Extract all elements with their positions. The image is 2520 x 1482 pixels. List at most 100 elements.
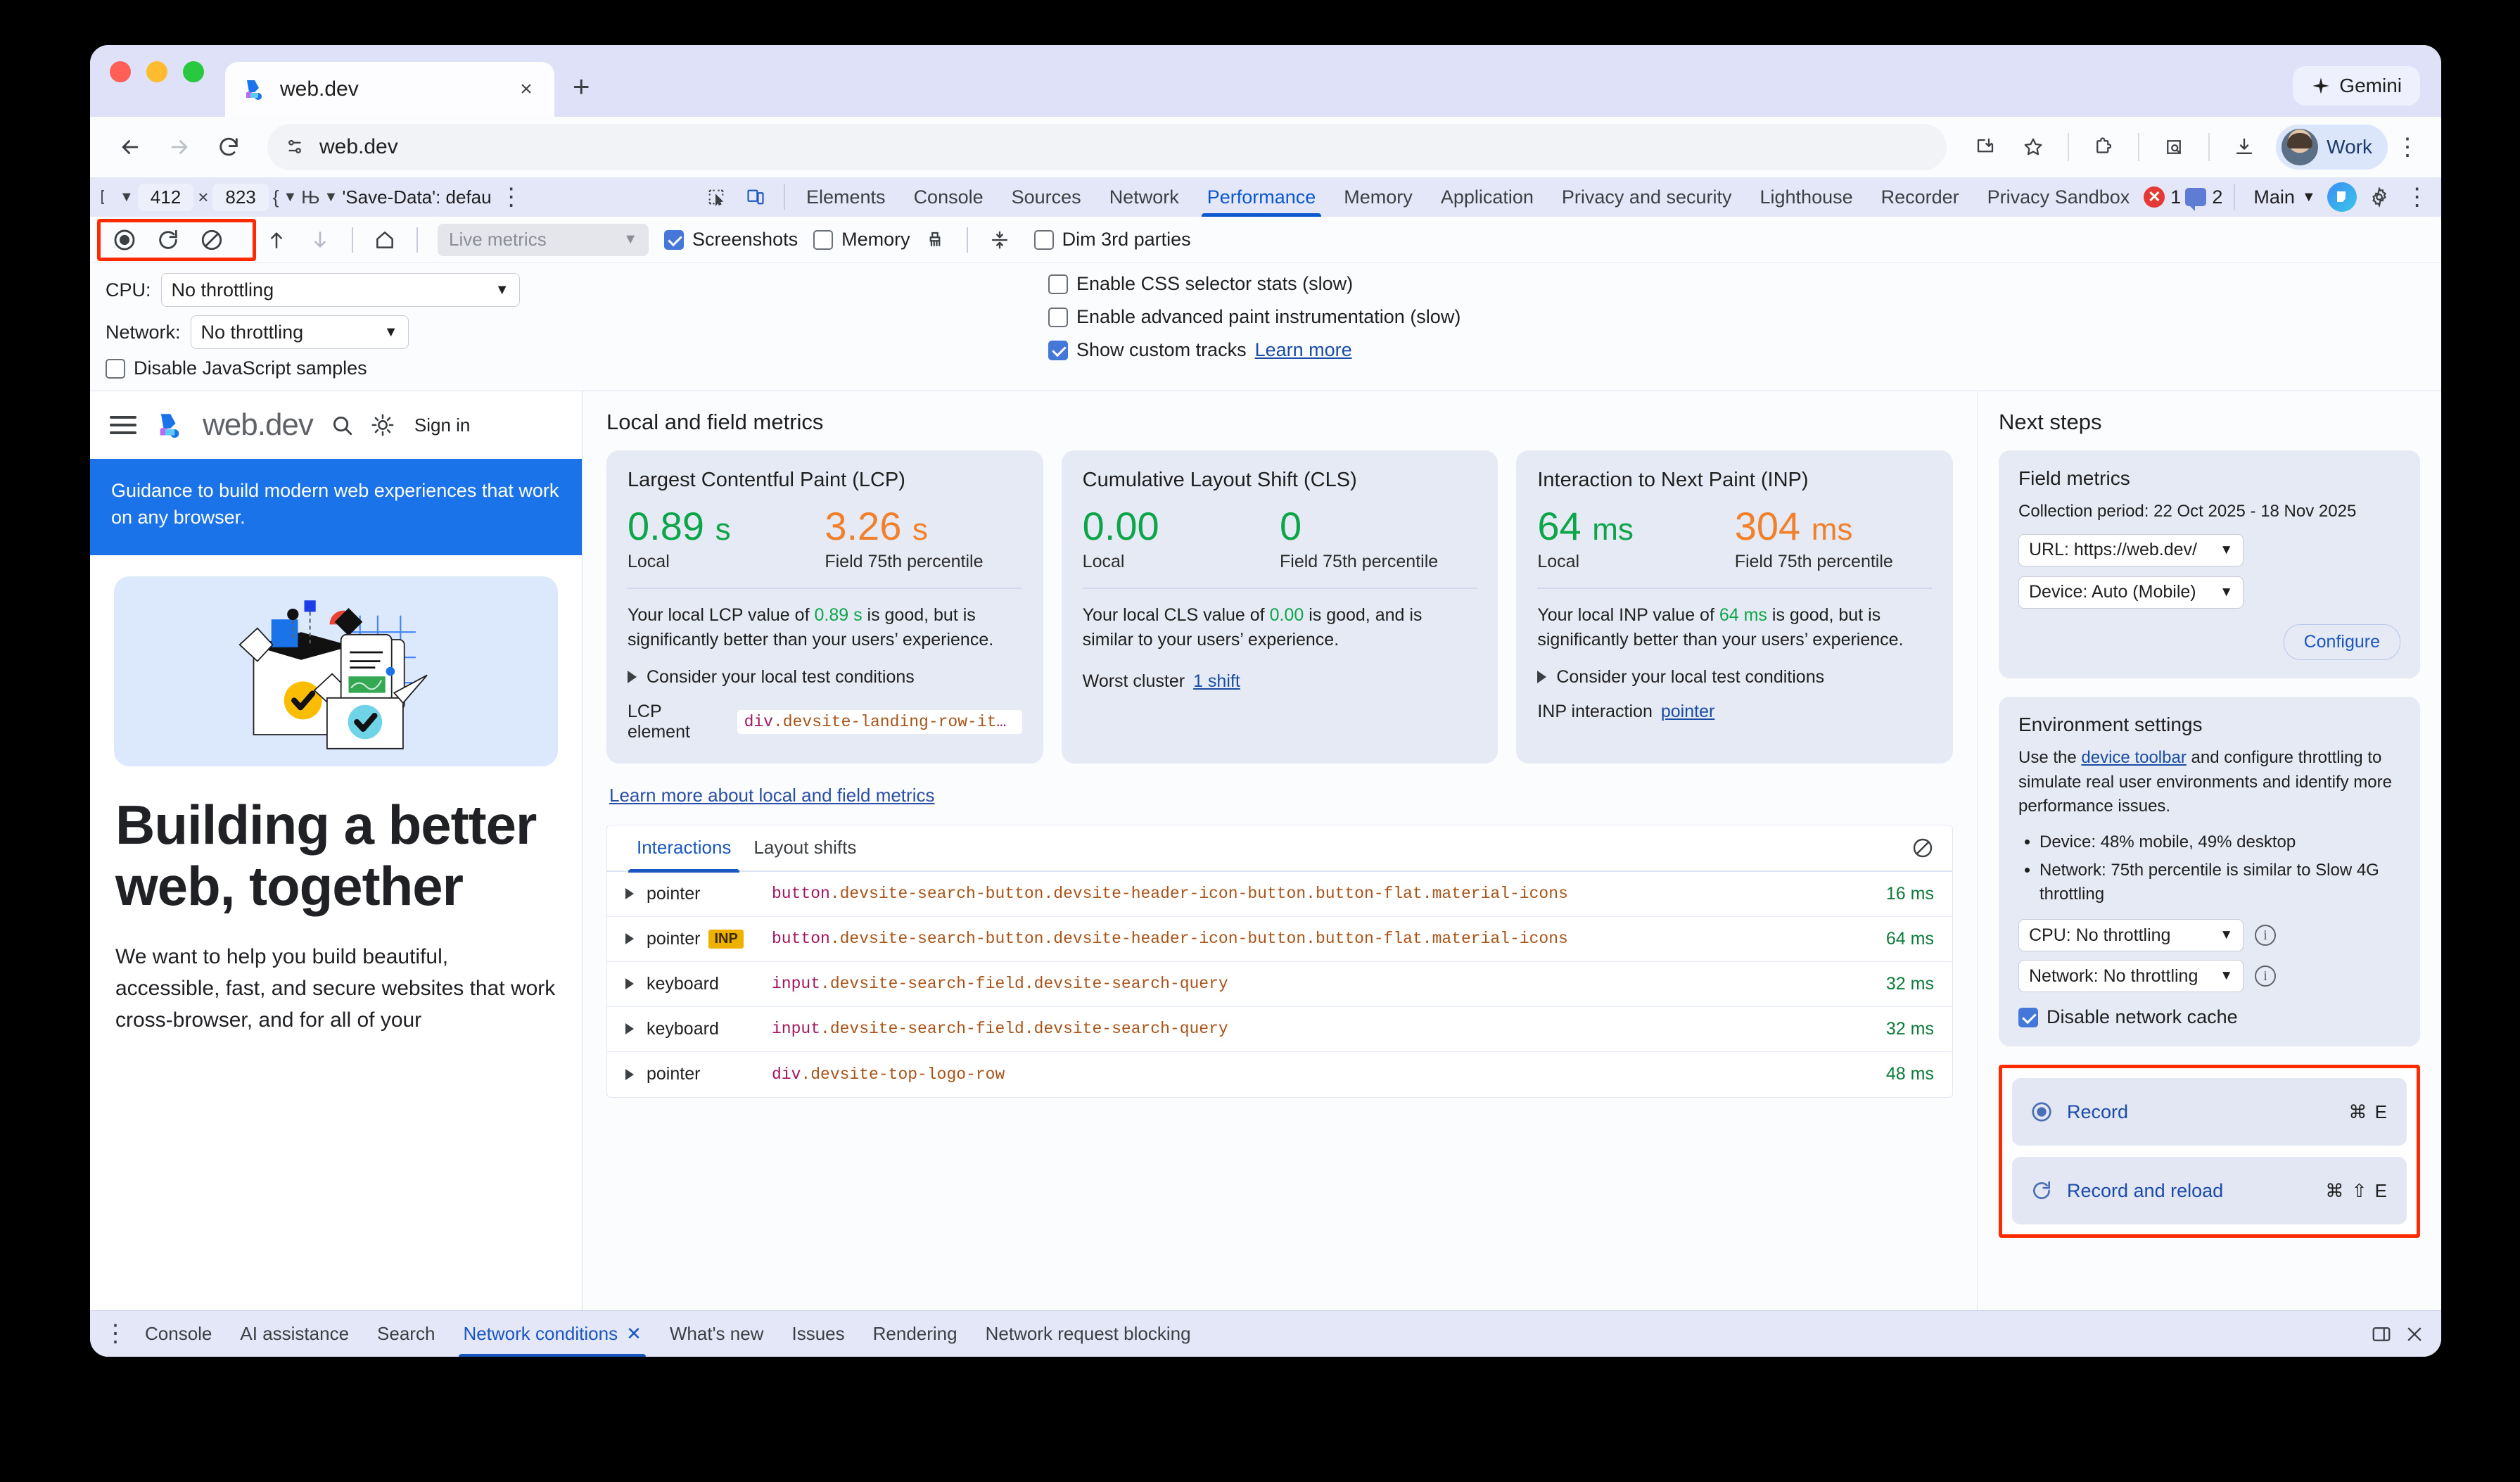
upload-profile-icon[interactable] [257,221,295,259]
consider-local-conditions-toggle[interactable]: Consider your local test conditions [1537,667,1932,688]
throttling-caret-icon[interactable]: ▼ [324,189,338,205]
maximize-window-button[interactable] [183,61,204,82]
drawer-tab-search[interactable]: Search [377,1323,435,1344]
forward-icon[interactable] [158,125,201,169]
error-count[interactable]: ✕ 1 [2144,186,2181,208]
viewport-height-input[interactable]: 823 [212,183,269,211]
dock-panel-icon[interactable] [2371,1324,2392,1345]
devtools-ai-icon[interactable] [2327,182,2357,212]
close-icon[interactable]: ✕ [626,1323,642,1344]
url-select[interactable]: URL: https://web.dev/ ▼ [2018,533,2244,566]
worst-cluster-link[interactable]: 1 shift [1193,671,1240,691]
devtools-tab-performance[interactable]: Performance [1193,177,1330,217]
collect-garbage-icon[interactable] [916,221,954,259]
sign-in-link[interactable]: Sign in [414,414,471,436]
download-profile-icon[interactable] [301,221,339,259]
extensions-puzzle-icon[interactable] [2082,125,2125,169]
browser-tab[interactable]: web.dev × [225,62,554,117]
devtools-tab-network[interactable]: Network [1109,186,1179,208]
info-icon[interactable]: i [2255,925,2276,946]
css-selector-stats-checkbox[interactable]: Enable CSS selector stats (slow) [1048,273,2426,295]
drawer-tab-rendering[interactable]: Rendering [872,1323,957,1344]
table-row[interactable]: keyboard input.devsite-search-field.devs… [607,962,1952,1007]
close-drawer-icon[interactable] [2405,1324,2424,1344]
drawer-tab-ai-assistance[interactable]: AI assistance [240,1323,350,1344]
profile-chip[interactable]: Work [2276,125,2388,170]
toggle-device-toolbar-icon[interactable] [737,180,774,214]
context-selector[interactable]: Main ▼ [2246,186,2322,208]
show-custom-tracks-checkbox[interactable]: Show custom tracks Learn more [1048,339,2426,361]
drawer-tab-network-request-blocking[interactable]: Network request blocking [985,1323,1191,1344]
downloads-icon[interactable] [2222,125,2266,169]
drawer-tab-network-conditions[interactable]: Network conditions ✕ [449,1311,655,1357]
record-icon[interactable] [106,221,144,259]
live-metrics-select[interactable]: Live metrics ▼ [438,223,649,256]
learn-more-metrics-link[interactable]: Learn more about local and field metrics [609,784,935,806]
record-button[interactable]: Record ⌘ E [2012,1078,2407,1146]
expand-row-icon[interactable] [625,1068,634,1080]
theme-toggle-icon[interactable] [371,413,395,437]
omnibox[interactable]: web.dev [267,124,1947,170]
inspect-element-icon[interactable] [698,180,734,214]
device-toolbar-link[interactable]: device toolbar [2081,747,2187,767]
browser-menu-icon[interactable]: ⋮ [2395,133,2419,160]
close-window-button[interactable] [110,61,131,82]
aside-cpu-select[interactable]: CPU: No throttling ▼ [2018,919,2244,952]
configure-button[interactable]: Configure [2283,623,2400,660]
clear-icon[interactable] [193,221,231,259]
dim-3rd-parties-checkbox[interactable]: Dim 3rd parties [1033,229,1191,251]
drawer-tab-issues[interactable]: Issues [791,1323,845,1344]
menu-icon[interactable] [110,411,136,439]
devtools-tab-sources[interactable]: Sources [1011,186,1081,208]
zoom-icon[interactable]: { [272,186,279,208]
zoom-caret-icon[interactable]: ▼ [283,189,298,205]
expand-row-icon[interactable] [625,933,634,945]
reload-icon[interactable] [207,125,250,169]
memory-checkbox[interactable]: Memory [813,229,910,251]
learn-more-link[interactable]: Learn more [1254,339,1352,360]
search-icon[interactable] [330,413,354,437]
drawer-tab-console[interactable]: Console [145,1323,212,1344]
devtools-tab-privacy-and-security[interactable]: Privacy and security [1561,186,1732,208]
live-metrics-home-icon[interactable] [366,221,404,259]
devtools-tab-memory[interactable]: Memory [1344,186,1413,208]
devtools-tab-elements[interactable]: Elements [806,186,886,208]
clear-interactions-icon[interactable] [1911,837,1934,859]
devtools-tab-recorder[interactable]: Recorder [1881,186,1959,208]
devtools-tab-lighthouse[interactable]: Lighthouse [1759,186,1853,208]
device-preset-icon[interactable] [98,189,115,205]
disable-js-samples-checkbox[interactable]: Disable JavaScript samples [106,357,1006,379]
table-row[interactable]: pointer button.devsite-search-button.dev… [607,872,1952,917]
message-count[interactable]: 2 [2185,186,2222,211]
devtools-tab-application[interactable]: Application [1440,186,1534,208]
table-row[interactable]: pointer INP button.devsite-search-button.… [607,917,1952,962]
network-throttling-select[interactable]: No throttling ▼ [190,315,409,349]
devtools-tab-privacy-sandbox[interactable]: Privacy Sandbox [1987,186,2130,208]
viewport-width-input[interactable]: 412 [137,183,194,211]
device-preset-caret-icon[interactable]: ▼ [120,189,134,205]
record-and-reload-button[interactable]: Record and reload ⌘ ⇧ E [2012,1157,2407,1225]
tab-layout-shifts[interactable]: Layout shifts [753,837,857,859]
tab-search-icon[interactable] [2152,125,2196,169]
expand-row-icon[interactable] [625,978,634,990]
new-tab-button[interactable]: + [573,70,590,103]
screenshots-checkbox[interactable]: Screenshots [664,229,798,251]
disable-network-cache-checkbox[interactable]: Disable network cache [2018,1006,2400,1028]
aside-network-select[interactable]: Network: No throttling ▼ [2018,960,2244,993]
expand-collapse-icon[interactable] [981,221,1019,259]
info-icon[interactable]: i [2255,965,2276,987]
advanced-paint-checkbox[interactable]: Enable advanced paint instrumentation (s… [1048,306,2426,328]
device-select[interactable]: Device: Auto (Mobile) ▼ [2018,576,2244,609]
minimize-window-button[interactable] [146,61,167,82]
inp-interaction-link[interactable]: pointer [1660,701,1715,721]
devtools-more-icon[interactable]: ⋮ [2405,183,2429,210]
throttling-icon[interactable]: Њ [301,186,320,208]
emulation-more-icon[interactable]: ⋮ [499,183,523,210]
drawer-tab-whats-new[interactable]: What's new [669,1323,764,1344]
back-icon[interactable] [108,125,152,169]
bookmark-star-icon[interactable] [2011,125,2055,169]
table-row[interactable]: pointer div.devsite-top-logo-row 48 ms [607,1052,1952,1097]
close-devtools-icon[interactable] [2437,180,2441,214]
consider-local-conditions-toggle[interactable]: Consider your local test conditions [628,667,1022,688]
lcp-element-selector[interactable]: div.devsite-landing-row-ite… [737,709,1022,734]
